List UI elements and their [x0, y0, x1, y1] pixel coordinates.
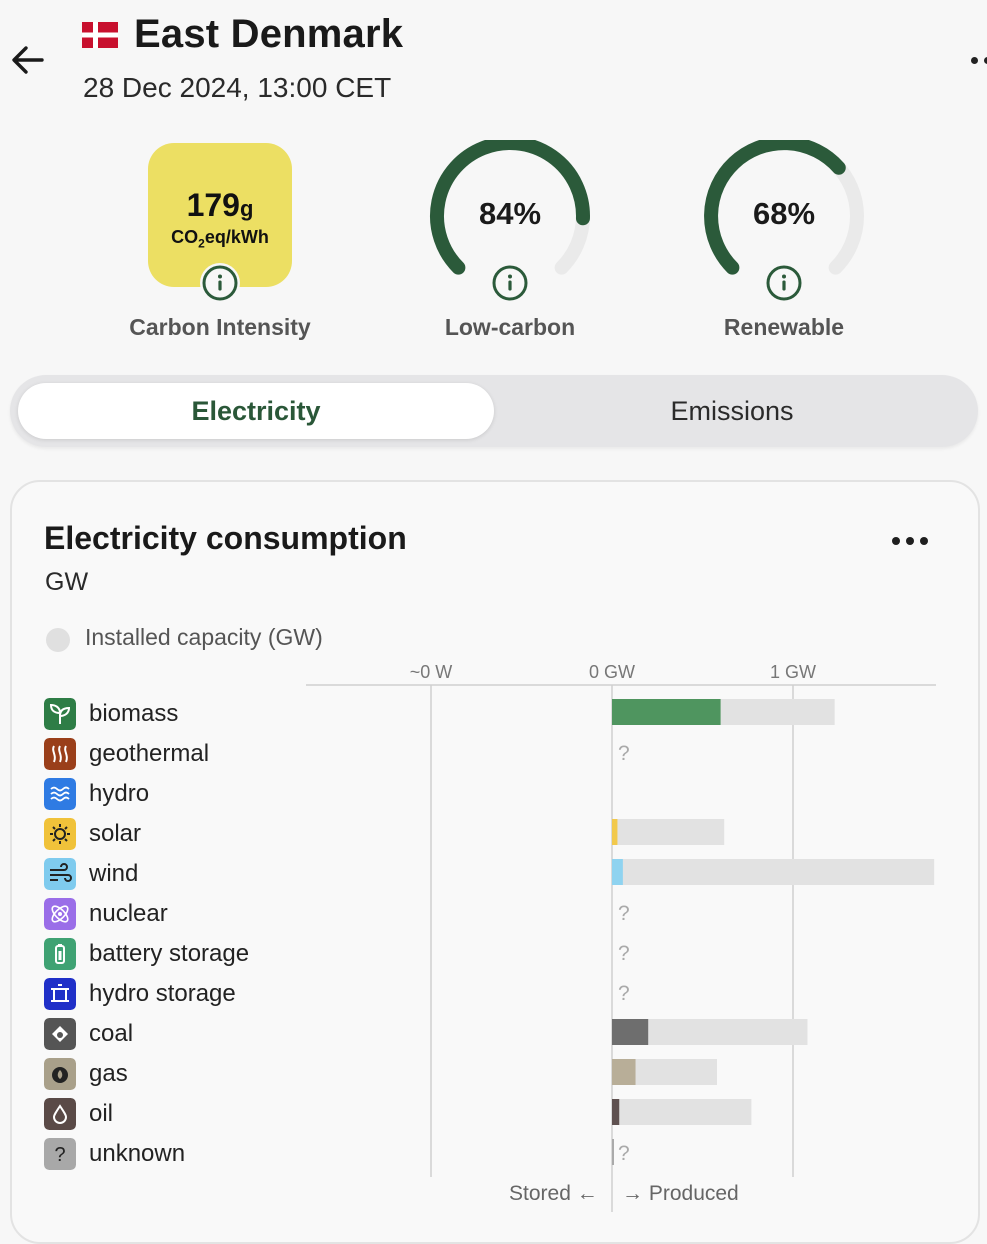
value-bar-wind: [612, 859, 623, 885]
gas-flame-icon: [44, 1058, 76, 1090]
source-label: solar: [89, 820, 142, 847]
card-title: Electricity consumption: [44, 520, 407, 556]
low-carbon-gauge: [430, 140, 590, 275]
x-tick-label: 0 GW: [589, 662, 635, 682]
renewable-value: 68%: [752, 196, 816, 231]
sun-icon: [44, 818, 76, 850]
carbon-intensity-label: Carbon Intensity: [129, 314, 311, 340]
value-bar-oil: [612, 1099, 620, 1125]
installed-capacity-legend-label: Installed capacity (GW): [85, 624, 323, 650]
source-label: unknown: [89, 1140, 186, 1167]
battery-icon: [44, 938, 76, 970]
wind-icon: [44, 858, 76, 890]
gauge-fill: [430, 140, 590, 275]
mode-toggle: Electricity Emissions: [10, 375, 978, 447]
toggle-emissions[interactable]: Emissions: [670, 396, 794, 426]
carbon-intensity-value: 179g: [186, 187, 254, 223]
renewable-label: Renewable: [723, 314, 845, 340]
source-label: gas: [89, 1060, 128, 1087]
installed-capacity-legend-dot: [46, 628, 70, 652]
source-label: nuclear: [89, 900, 168, 927]
unknown-marker: ?: [618, 982, 630, 1005]
source-label: wind: [89, 860, 139, 887]
toggle-electricity[interactable]: Electricity: [18, 383, 494, 439]
source-label: oil: [89, 1100, 114, 1127]
stored-label: Stored ←: [509, 1182, 598, 1205]
low-carbon-metric: 84% Low-carbon: [400, 140, 620, 350]
oil-drop-icon: [44, 1098, 76, 1130]
value-bar-biomass: [612, 699, 721, 725]
source-label: biomass: [89, 700, 179, 727]
consumption-bar-chart: ~0 W 0 GW 1 GW?????: [306, 662, 936, 1212]
dam-icon: [44, 978, 76, 1010]
info-icon[interactable]: [200, 263, 240, 303]
back-arrow-icon[interactable]: [8, 40, 48, 80]
heat-waves-icon: [44, 738, 76, 770]
unknown-marker: ?: [618, 742, 630, 765]
unknown-marker: ?: [618, 1142, 630, 1165]
carbon-intensity-metric: 179g CO2eq/kWh Carbon Intensity: [110, 140, 330, 350]
capacity-bar-oil: [612, 1099, 752, 1125]
more-options-icon[interactable]: [966, 53, 987, 67]
svg-text:?: ?: [54, 1144, 65, 1166]
source-label: hydro: [89, 780, 150, 807]
capacity-bar-wind: [612, 859, 935, 885]
low-carbon-value: 84%: [478, 196, 542, 231]
produced-label: → Produced: [622, 1182, 739, 1205]
x-tick-label: ~0 W: [410, 662, 453, 682]
source-label: battery storage: [89, 940, 250, 967]
renewable-gauge: [704, 140, 864, 275]
water-waves-icon: [44, 778, 76, 810]
carbon-intensity-unit: CO2eq/kWh: [171, 227, 269, 251]
leaf-icon: [44, 698, 76, 730]
x-tick-label: 1 GW: [770, 662, 816, 682]
value-bar-gas: [612, 1059, 636, 1085]
value-bar-solar: [612, 819, 618, 845]
atom-icon: [44, 898, 76, 930]
low-carbon-label: Low-carbon: [444, 314, 576, 340]
card-more-options-icon[interactable]: [890, 534, 930, 548]
electricity-consumption-card: Electricity consumption GW Installed cap…: [10, 480, 980, 1244]
value-bar-unknown: [612, 1139, 614, 1165]
unknown-marker: ?: [618, 902, 630, 925]
gauge-fill: [704, 140, 846, 275]
capacity-bar-solar: [612, 819, 725, 845]
unknown-marker: ?: [618, 942, 630, 965]
renewable-metric: 68% Renewable: [674, 140, 894, 350]
question-icon: ?: [44, 1138, 76, 1170]
info-icon[interactable]: [490, 263, 530, 303]
value-bar-coal: [612, 1019, 649, 1045]
source-label: hydro storage: [89, 980, 236, 1007]
zone-name: East Denmark: [134, 12, 404, 56]
denmark-flag-icon: [82, 22, 118, 48]
source-label: geothermal: [89, 740, 210, 767]
info-icon[interactable]: [764, 263, 804, 303]
card-unit: GW: [45, 568, 89, 596]
coal-icon: [44, 1018, 76, 1050]
source-label: coal: [89, 1020, 134, 1047]
zone-datetime: 28 Dec 2024, 13:00 CET: [83, 72, 392, 103]
